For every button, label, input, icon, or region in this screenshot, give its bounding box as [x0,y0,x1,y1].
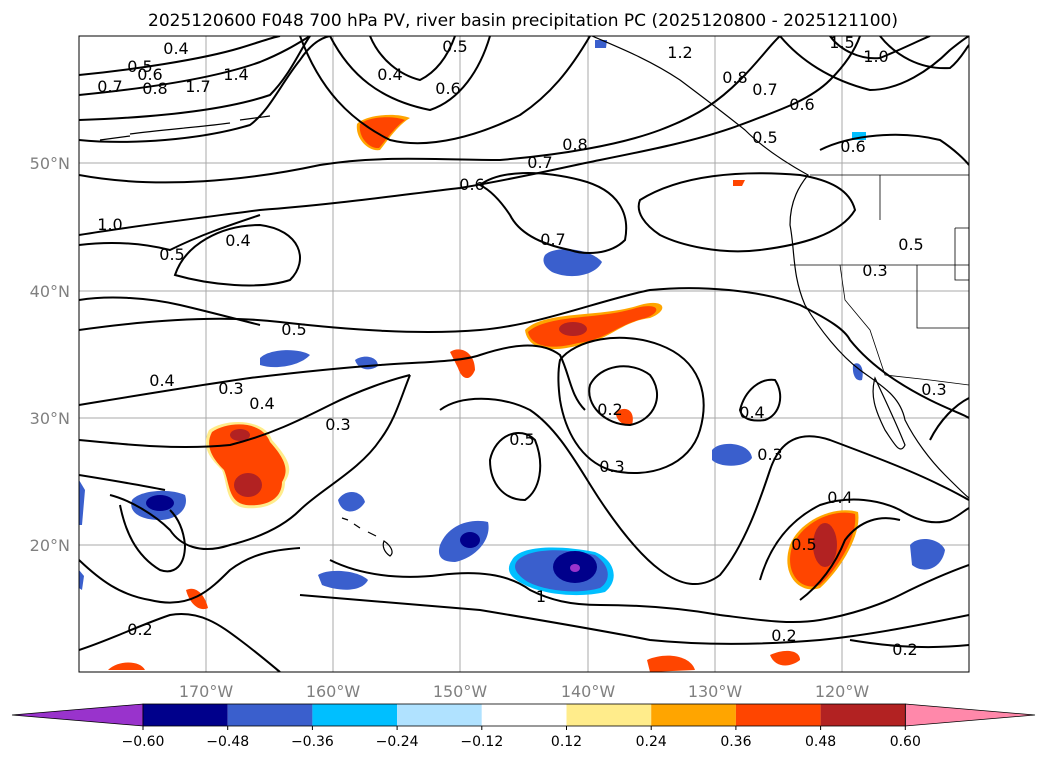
contour-label: 0.4 [225,231,250,250]
colorbar-bin [312,704,398,726]
colorbar-bin [820,704,906,726]
colorbar-bin [397,704,482,726]
contour-label: 1.0 [863,47,888,66]
contour-label: 0.5 [898,235,923,254]
contour-label: 0.6 [137,65,162,84]
lon-label: 130°W [688,682,743,701]
colorbar-tick-label: 0.24 [636,734,667,750]
colorbar-tick-label: 0.60 [890,734,921,750]
contour-label: 0.4 [163,39,188,58]
lon-labels: 170°W 160°W 150°W 140°W 130°W 120°W [179,682,870,701]
contour-label: 0.5 [509,430,534,449]
contour-label: 0.4 [739,403,764,422]
colorbar-tick-label: 0.36 [720,734,751,750]
colorbar-extend-high [904,703,1036,727]
contour-label: 0.3 [757,445,782,464]
colorbar-tick-label: −0.48 [206,734,249,750]
lat-label: 20°N [30,536,70,555]
lat-label: 30°N [30,409,70,428]
colorbar-bin [227,704,313,726]
lat-labels: 50°N 40°N 30°N 20°N [30,154,70,555]
contour-label: 0.3 [218,379,243,398]
contour-label: 0.5 [442,37,467,56]
contour-label: 0.6 [459,175,484,194]
contour-label: 0.2 [771,626,796,645]
colorbar-extend-low [11,703,144,727]
contour-label: 0.4 [827,488,852,507]
colorbar-bin [566,704,652,726]
contour-label: 0.5 [752,128,777,147]
contour-label: 0.5 [127,57,152,76]
colorbar: −0.60 −0.48 −0.36 −0.24 −0.12 0.12 0.24 0.36 0.4… [11,703,1036,750]
colorbar-bin [735,704,821,726]
contour-label: 0.7 [752,80,777,99]
contour-label: 0.8 [562,135,587,154]
colorbar-tick-label: −0.24 [376,734,419,750]
colorbar-bin [143,704,228,726]
contour-label: 0.5 [159,245,184,264]
pv-contours [79,36,969,672]
contour-label: 0.3 [599,457,624,476]
colorbar-tick-label: −0.12 [460,734,503,750]
contour-label: 0.5 [791,535,816,554]
lat-label: 50°N [30,154,70,173]
lon-label: 140°W [561,682,616,701]
colorbar-tick-label: −0.36 [291,734,334,750]
contour-label: 0.8 [142,79,167,98]
colorbar-tick-label: 0.48 [805,734,836,750]
lon-label: 170°W [179,682,234,701]
colorbar-bin [481,704,567,726]
colorbar-tick-label: −0.60 [122,734,165,750]
contour-label: 0.3 [921,380,946,399]
contour-label: 0.3 [325,415,350,434]
colorbar-tick-label: 0.12 [551,734,582,750]
lon-label: 160°W [306,682,361,701]
contour-label: 0.3 [862,261,887,280]
contour-label: 0.7 [527,153,552,172]
contour-labels: 0.4 0.5 0.6 0.7 0.8 1.7 1.4 0.4 0.6 0.5 … [97,33,946,659]
contour-label: 0.2 [127,620,152,639]
lat-label: 40°N [30,282,70,301]
map-frame [78,35,970,673]
colorbar-bin [651,704,736,726]
lon-label: 150°W [433,682,488,701]
precip-shading [79,40,945,672]
contour-label: 0.4 [249,394,274,413]
map-title: 2025120600 F048 700 hPa PV, river basin … [148,11,898,31]
contour-label: 1.5 [829,33,854,52]
contour-label: 1.0 [97,215,122,234]
colorbar-frame [142,703,906,727]
contour-label: 0.2 [892,640,917,659]
contour-label: 0.7 [540,230,565,249]
lon-label: 120°W [815,682,870,701]
coastlines [99,36,969,557]
contour-label: 0.2 [597,400,622,419]
map-area: 0.4 0.5 0.6 0.7 0.8 1.7 1.4 0.4 0.6 0.5 … [79,33,969,672]
contour-label: 0.6 [840,137,865,156]
contour-label: 0.4 [377,65,402,84]
contour-label: 0.6 [435,79,460,98]
contour-label: 1.2 [667,43,692,62]
contour-label: 0.8 [722,68,747,87]
contour-label: 1.4 [223,65,248,84]
contour-label: 1 [536,587,546,606]
contour-label: 0.4 [149,371,174,390]
contour-label: 1.7 [185,77,210,96]
contour-label: 0.6 [789,95,814,114]
contour-label: 0.7 [97,77,122,96]
contour-label: 0.5 [281,320,306,339]
